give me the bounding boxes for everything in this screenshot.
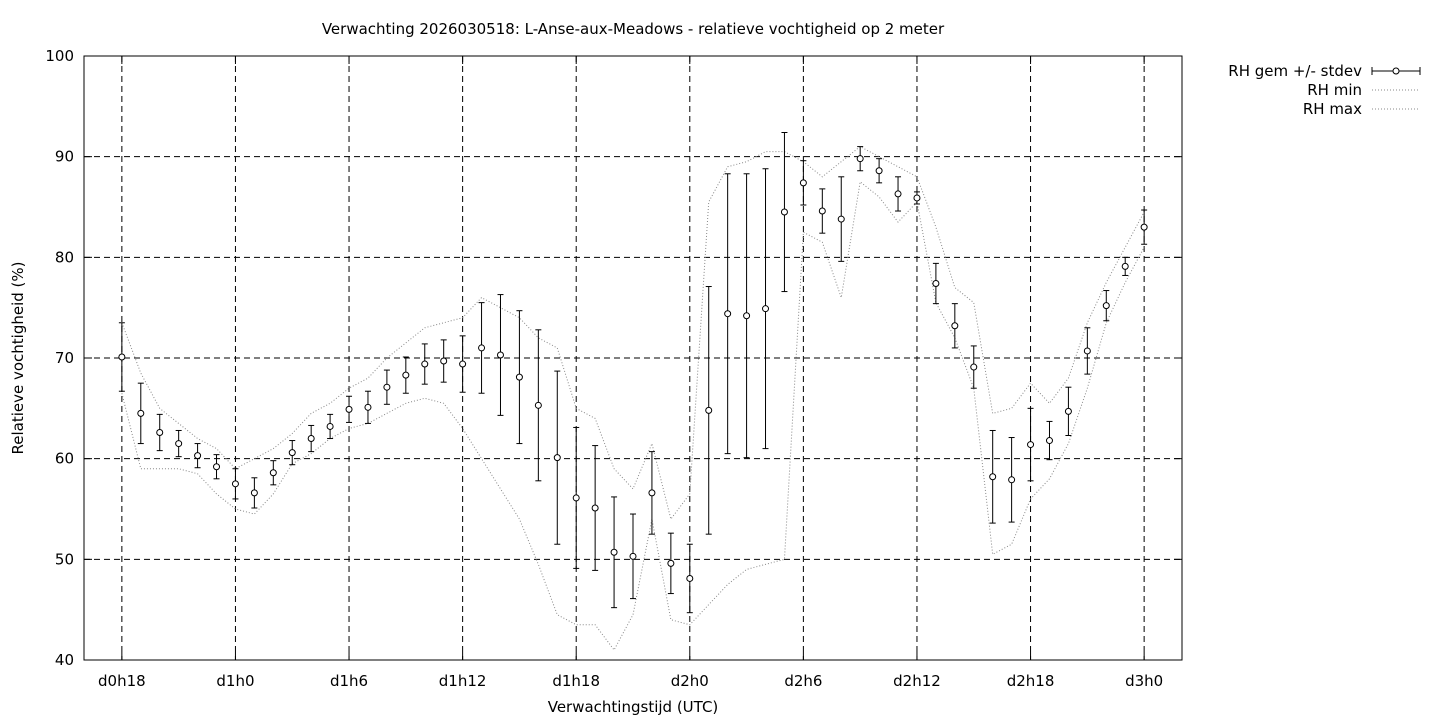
grid-lines xyxy=(84,56,1182,660)
mean-point xyxy=(837,215,845,223)
mean-point xyxy=(686,574,694,582)
mean-point xyxy=(269,469,277,477)
mean-point xyxy=(610,548,618,556)
x-tick-label: d2h6 xyxy=(784,672,822,690)
mean-point xyxy=(250,489,258,497)
mean-point xyxy=(818,207,826,215)
x-tick-label: d1h6 xyxy=(330,672,368,690)
mean-point xyxy=(875,167,883,175)
mean-point xyxy=(1045,437,1053,445)
legend-label: RH max xyxy=(1303,100,1362,118)
y-tick-label: 50 xyxy=(55,550,74,568)
mean-point xyxy=(743,312,751,320)
mean-point xyxy=(1121,262,1129,270)
mean-point xyxy=(440,357,448,365)
mean-point xyxy=(326,422,334,430)
mean-point xyxy=(572,494,580,502)
legend-label: RH min xyxy=(1307,81,1362,99)
mean-point xyxy=(364,403,372,411)
x-tick-label: d2h18 xyxy=(1007,672,1055,690)
y-tick-label: 100 xyxy=(45,47,74,65)
x-tick-label: d1h12 xyxy=(439,672,487,690)
mean-point xyxy=(459,360,467,368)
mean-point xyxy=(913,194,921,202)
mean-point xyxy=(591,504,599,512)
mean-point xyxy=(194,452,202,460)
y-tick-label: 60 xyxy=(55,450,74,468)
legend-label: RH gem +/- stdev xyxy=(1228,62,1362,80)
mean-point xyxy=(478,344,486,352)
mean-point xyxy=(137,409,145,417)
mean-point xyxy=(762,305,770,313)
y-tick-label: 40 xyxy=(55,651,74,669)
mean-point xyxy=(421,360,429,368)
mean-point xyxy=(989,473,997,481)
mean-point xyxy=(1083,347,1091,355)
mean-point xyxy=(951,322,959,330)
x-axis-label: Verwachtingstijd (UTC) xyxy=(548,698,719,716)
mean-point xyxy=(515,373,523,381)
mean-point xyxy=(383,383,391,391)
mean-point xyxy=(553,454,561,462)
mean-point xyxy=(1008,476,1016,484)
mean-point xyxy=(156,428,164,436)
mean-point xyxy=(175,440,183,448)
x-tick-label: d0h18 xyxy=(98,672,146,690)
x-tick-label: d3h0 xyxy=(1125,672,1163,690)
mean-point xyxy=(894,190,902,198)
mean-point xyxy=(1102,302,1110,310)
mean-point xyxy=(213,463,221,471)
mean-point xyxy=(534,401,542,409)
mean-point xyxy=(780,208,788,216)
y-tick-label: 80 xyxy=(55,248,74,266)
series-line-rh-max xyxy=(121,146,1145,521)
mean-point xyxy=(307,435,315,443)
mean-point xyxy=(288,449,296,457)
y-tick-label: 70 xyxy=(55,349,74,367)
mean-point xyxy=(970,363,978,371)
x-tick-label: d2h12 xyxy=(893,672,941,690)
mean-point xyxy=(705,406,713,414)
y-tick-label: 90 xyxy=(55,148,74,166)
mean-point xyxy=(799,179,807,187)
mean-point xyxy=(1140,223,1148,231)
mean-point xyxy=(118,353,126,361)
mean-point xyxy=(629,552,637,560)
mean-point xyxy=(402,371,410,379)
chart-title: Verwachting 2026030518: L-Anse-aux-Meado… xyxy=(322,20,945,38)
x-tick-label: d1h18 xyxy=(552,672,600,690)
mean-point xyxy=(496,351,504,359)
mean-point xyxy=(1027,441,1035,449)
mean-point xyxy=(724,310,732,318)
y-axis-label: Relatieve vochtigheid (%) xyxy=(9,261,27,454)
error-bars xyxy=(118,132,1148,614)
mean-point xyxy=(1064,407,1072,415)
mean-point xyxy=(667,559,675,567)
mean-point xyxy=(345,405,353,413)
mean-point xyxy=(932,280,940,288)
x-tick-label: d1h0 xyxy=(216,672,254,690)
axis-ticks: 40 50 60 70 80 90 100 d0h18 d1h0 d1h6 d1h12 d1h18 d2… xyxy=(45,47,1182,690)
x-tick-label: d2h0 xyxy=(671,672,709,690)
mean-point xyxy=(856,155,864,163)
legend-swatch-point xyxy=(1392,67,1400,75)
mean-point xyxy=(648,489,656,497)
mean-point xyxy=(231,480,239,488)
